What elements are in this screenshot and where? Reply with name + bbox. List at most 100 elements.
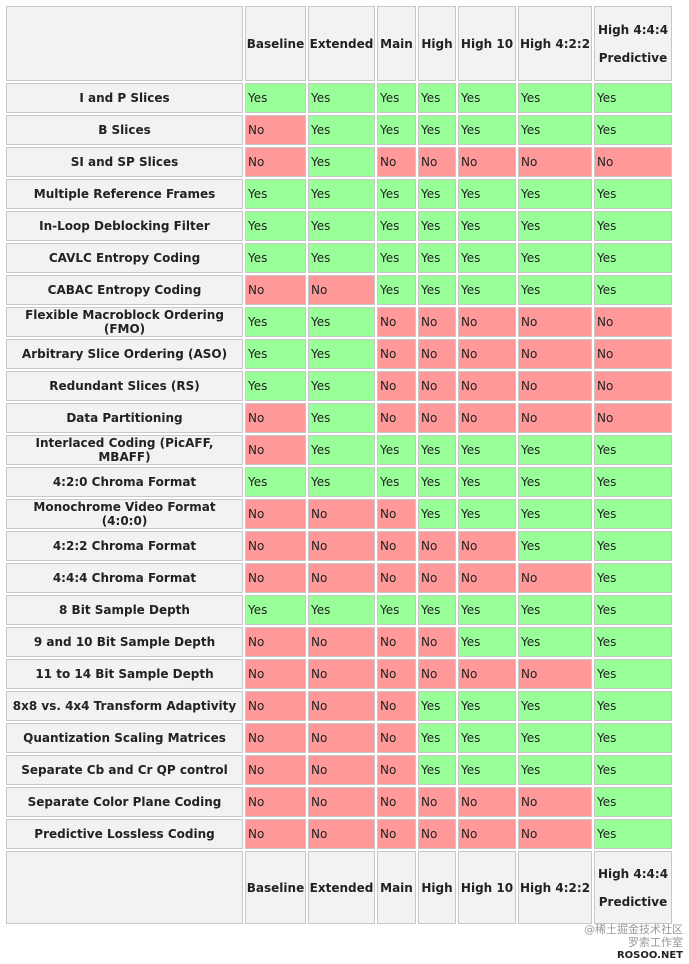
- support-cell: No: [458, 531, 516, 561]
- support-cell: Yes: [594, 755, 672, 785]
- support-cell: No: [377, 723, 416, 753]
- footer-row: Baseline Extended Main High High 10 High…: [6, 851, 672, 924]
- footer-high-10: High 10: [458, 851, 516, 924]
- header-high-422: High 4:2:2: [518, 6, 592, 81]
- support-cell: No: [518, 787, 592, 817]
- support-cell: Yes: [518, 275, 592, 305]
- table-body: I and P Slices Yes Yes Yes Yes Yes Yes Yes B Sli…: [6, 83, 672, 849]
- support-cell: Yes: [418, 499, 456, 529]
- support-cell: No: [245, 819, 306, 849]
- feature-label: Redundant Slices (RS): [6, 371, 243, 401]
- table-row: SI and SP Slices No Yes No No No No No: [6, 147, 672, 177]
- support-cell: Yes: [594, 83, 672, 113]
- support-cell: Yes: [594, 531, 672, 561]
- support-cell: Yes: [594, 467, 672, 497]
- support-cell: No: [377, 755, 416, 785]
- support-cell: No: [377, 627, 416, 657]
- header-main: Main: [377, 6, 416, 81]
- table-row: Arbitrary Slice Ordering (ASO) Yes Yes No No…: [6, 339, 672, 369]
- support-cell: No: [518, 307, 592, 337]
- support-cell: No: [518, 563, 592, 593]
- support-cell: No: [418, 147, 456, 177]
- feature-label: CAVLC Entropy Coding: [6, 243, 243, 273]
- support-cell: No: [245, 627, 306, 657]
- feature-label: 4:2:2 Chroma Format: [6, 531, 243, 561]
- support-cell: No: [458, 403, 516, 433]
- feature-label: SI and SP Slices: [6, 147, 243, 177]
- support-cell: No: [308, 531, 375, 561]
- support-cell: No: [377, 659, 416, 689]
- support-cell: No: [458, 787, 516, 817]
- support-cell: Yes: [308, 595, 375, 625]
- support-cell: No: [418, 659, 456, 689]
- support-cell: Yes: [594, 115, 672, 145]
- support-cell: Yes: [518, 723, 592, 753]
- profile-comparison-table-container: Baseline Extended Main High High 10 High…: [4, 4, 674, 926]
- support-cell: No: [245, 499, 306, 529]
- feature-label: Arbitrary Slice Ordering (ASO): [6, 339, 243, 369]
- header-high: High: [418, 6, 456, 81]
- support-cell: No: [245, 275, 306, 305]
- table-row: 8 Bit Sample Depth Yes Yes Yes Yes Yes Yes Yes: [6, 595, 672, 625]
- footer-high-444-predictive: High 4:4:4 Predictive: [594, 851, 672, 924]
- table-row: Predictive Lossless Coding No No No No No No Ye…: [6, 819, 672, 849]
- support-cell: No: [245, 659, 306, 689]
- support-cell: Yes: [458, 691, 516, 721]
- feature-label: B Slices: [6, 115, 243, 145]
- support-cell: No: [245, 115, 306, 145]
- table-row: I and P Slices Yes Yes Yes Yes Yes Yes Yes: [6, 83, 672, 113]
- support-cell: Yes: [458, 467, 516, 497]
- support-cell: No: [594, 147, 672, 177]
- support-cell: Yes: [418, 755, 456, 785]
- support-cell: Yes: [418, 115, 456, 145]
- support-cell: Yes: [418, 595, 456, 625]
- table-row: Monochrome Video Format (4:0:0) No No No Yes…: [6, 499, 672, 529]
- support-cell: Yes: [308, 211, 375, 241]
- support-cell: Yes: [377, 83, 416, 113]
- support-cell: Yes: [418, 723, 456, 753]
- support-cell: Yes: [245, 243, 306, 273]
- support-cell: No: [377, 531, 416, 561]
- support-cell: Yes: [377, 211, 416, 241]
- feature-label: Data Partitioning: [6, 403, 243, 433]
- support-cell: No: [308, 659, 375, 689]
- support-cell: Yes: [245, 307, 306, 337]
- support-cell: Yes: [458, 211, 516, 241]
- feature-label: 8 Bit Sample Depth: [6, 595, 243, 625]
- feature-label: Monochrome Video Format (4:0:0): [6, 499, 243, 529]
- support-cell: Yes: [245, 179, 306, 209]
- feature-label: Flexible Macroblock Ordering (FMO): [6, 307, 243, 337]
- support-cell: Yes: [458, 275, 516, 305]
- support-cell: No: [308, 787, 375, 817]
- support-cell: Yes: [518, 435, 592, 465]
- support-cell: No: [458, 659, 516, 689]
- support-cell: No: [418, 339, 456, 369]
- support-cell: No: [418, 531, 456, 561]
- header-extended: Extended: [308, 6, 375, 81]
- table-row: Multiple Reference Frames Yes Yes Yes Yes Yes…: [6, 179, 672, 209]
- support-cell: No: [308, 499, 375, 529]
- corner-cell: [6, 6, 243, 81]
- support-cell: No: [458, 371, 516, 401]
- support-cell: Yes: [594, 691, 672, 721]
- support-cell: Yes: [594, 243, 672, 273]
- support-cell: No: [245, 147, 306, 177]
- table-row: 8x8 vs. 4x4 Transform Adaptivity No No No Ye…: [6, 691, 672, 721]
- support-cell: Yes: [458, 115, 516, 145]
- table-row: Interlaced Coding (PicAFF, MBAFF) No Yes Ye…: [6, 435, 672, 465]
- support-cell: No: [308, 275, 375, 305]
- support-cell: No: [458, 307, 516, 337]
- table-row: Redundant Slices (RS) Yes Yes No No No No No: [6, 371, 672, 401]
- support-cell: Yes: [308, 243, 375, 273]
- support-cell: Yes: [458, 627, 516, 657]
- support-cell: Yes: [458, 755, 516, 785]
- support-cell: No: [377, 147, 416, 177]
- support-cell: Yes: [245, 467, 306, 497]
- support-cell: Yes: [308, 371, 375, 401]
- feature-label: In-Loop Deblocking Filter: [6, 211, 243, 241]
- support-cell: No: [308, 723, 375, 753]
- support-cell: Yes: [518, 595, 592, 625]
- footer-predictive-label: Predictive: [598, 894, 668, 909]
- support-cell: No: [418, 403, 456, 433]
- support-cell: No: [308, 563, 375, 593]
